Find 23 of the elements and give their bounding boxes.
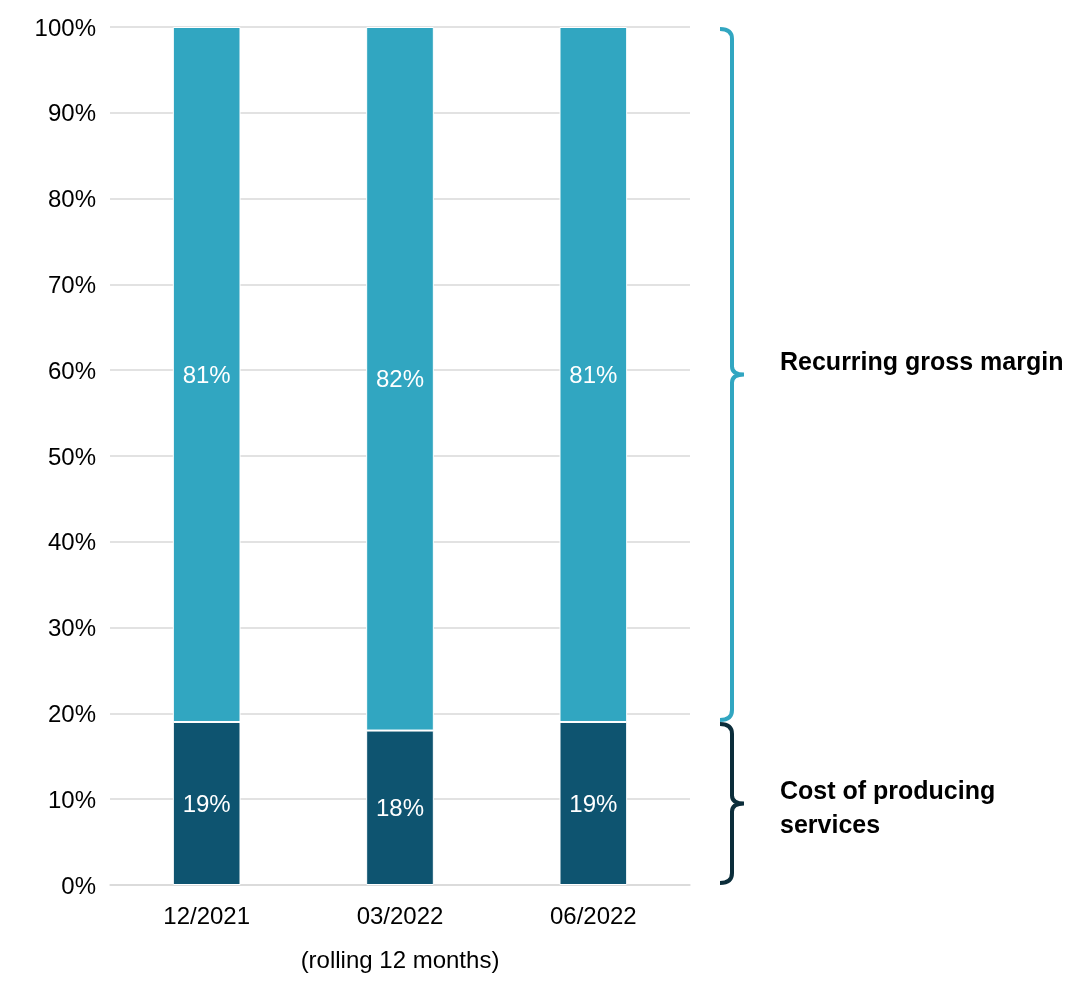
data-label: 81% <box>182 360 231 388</box>
data-label: 19% <box>182 789 231 817</box>
text: Cost of producing services <box>780 776 1003 839</box>
x-tick-label: 06/2022 <box>549 901 637 929</box>
data-label: 82% <box>375 365 425 393</box>
data-label: 81% <box>569 360 618 388</box>
y-tick-label: 20% <box>47 699 96 727</box>
x-axis-title: (rolling 12 months) <box>300 945 500 973</box>
x-tick-label: 12/2021 <box>163 901 251 929</box>
y-tick-label: 70% <box>47 270 96 298</box>
y-tick-label: 10% <box>47 785 96 813</box>
y-tick-label: 80% <box>47 185 96 213</box>
y-tick-label: 50% <box>47 442 96 470</box>
y-tick-label: 0% <box>61 871 96 899</box>
y-tick-label: 100% <box>34 13 96 41</box>
data-label: 18% <box>375 794 425 822</box>
y-tick-label: 30% <box>47 614 96 642</box>
y-tick-label: 60% <box>47 356 96 384</box>
data-label: 19% <box>569 789 618 817</box>
text: Recurring gross margin <box>780 347 1064 376</box>
y-tick-label: 90% <box>47 99 96 127</box>
y-tick-label: 40% <box>47 528 96 556</box>
x-tick-label: 03/2022 <box>356 901 444 929</box>
